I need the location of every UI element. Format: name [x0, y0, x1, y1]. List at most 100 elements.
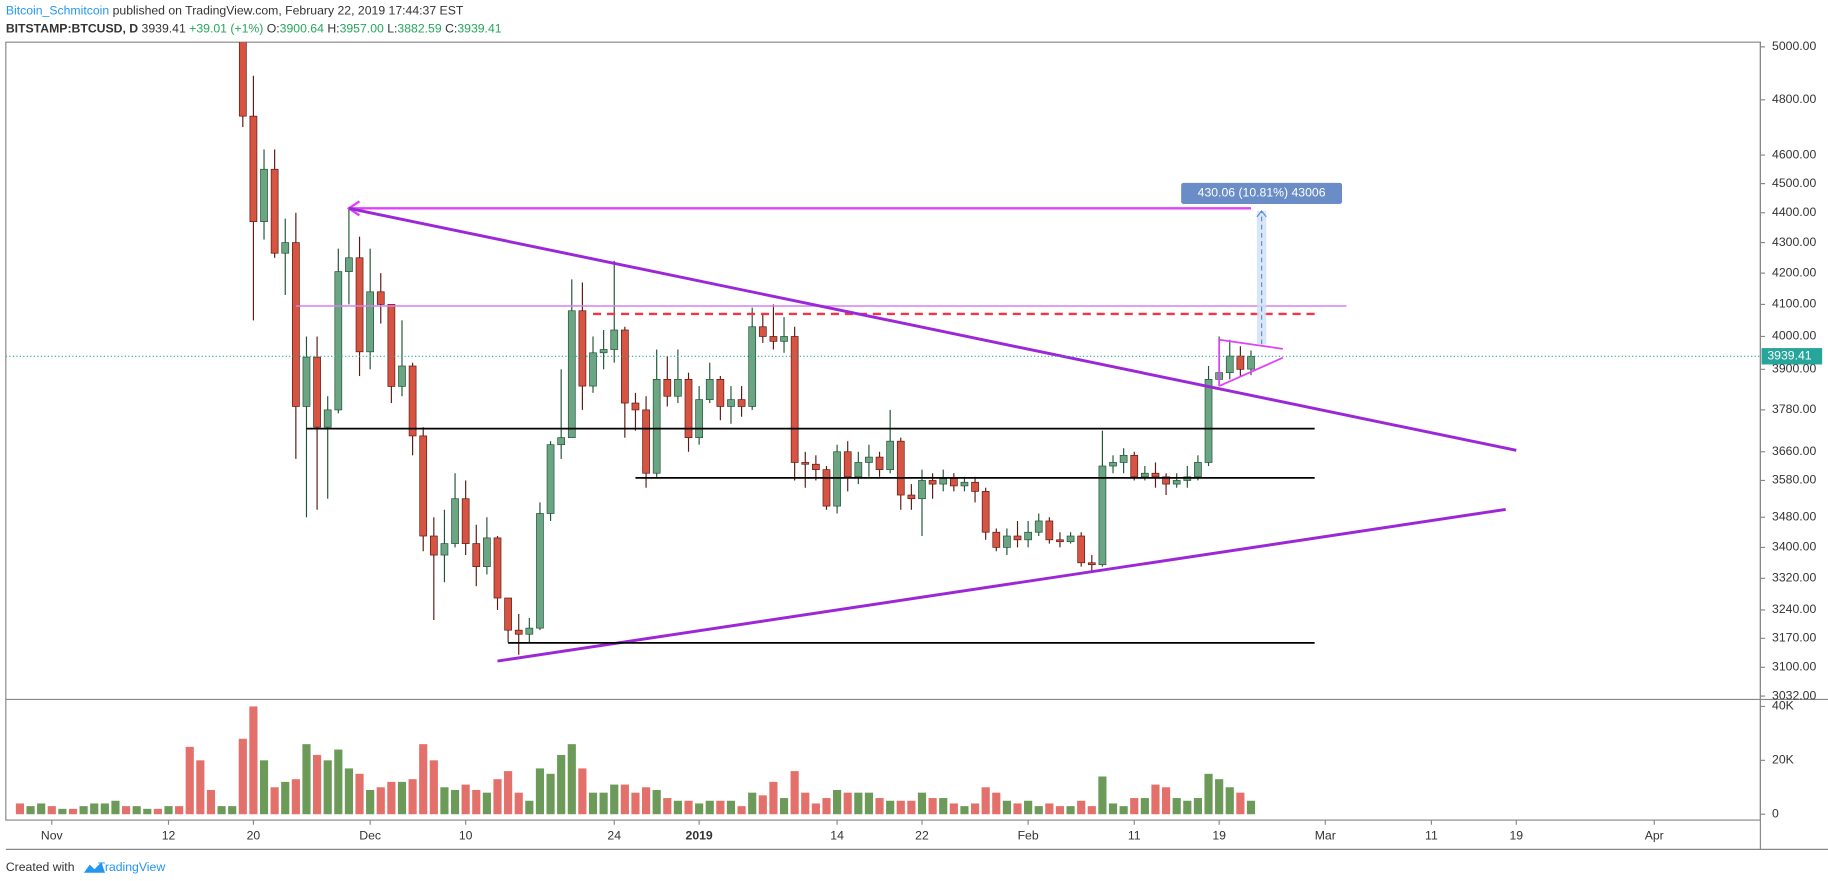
volume-bar — [981, 787, 990, 815]
candle-body — [355, 257, 364, 353]
y-tick-label: 3032.00 — [1772, 688, 1816, 702]
y-tick-label: 4200.00 — [1772, 265, 1816, 279]
volume-bar — [514, 792, 523, 815]
candle-body — [1098, 465, 1107, 566]
x-tick-label: 2019 — [686, 829, 713, 843]
volume-bar — [588, 792, 598, 815]
volume-bar — [1162, 787, 1171, 815]
candle-body — [366, 291, 374, 353]
volume-bar — [461, 784, 470, 815]
volume-bar — [960, 806, 969, 815]
volume-bar — [641, 787, 651, 815]
volume-bar — [599, 792, 608, 815]
y-tick-label: 4500.00 — [1772, 176, 1816, 190]
x-tick-label: 14 — [830, 829, 844, 843]
volume-bar — [970, 803, 980, 815]
footer[interactable]: Created with TradingView — [6, 860, 165, 874]
candle-body — [663, 379, 672, 397]
candle-body — [896, 440, 905, 496]
measure-box — [1181, 182, 1343, 204]
y-tick-label: 3240.00 — [1772, 602, 1816, 616]
candle-body — [695, 399, 703, 439]
volume-bar — [705, 800, 714, 815]
volume-bar — [854, 792, 863, 815]
candle-body — [281, 242, 290, 254]
volume-bar — [259, 760, 269, 815]
brand[interactable]: TradingView — [98, 860, 165, 874]
volume-bar — [450, 789, 460, 815]
volume-bar — [1140, 798, 1149, 815]
volume-bar — [620, 784, 629, 815]
volume-bar — [673, 800, 682, 815]
candle-body — [1066, 535, 1075, 543]
volume-bar — [1119, 806, 1128, 815]
volume-bar — [875, 798, 884, 815]
volume-bar — [1055, 806, 1065, 815]
volume-bar — [779, 798, 789, 815]
candle-body — [302, 356, 311, 407]
candle-body — [1045, 520, 1054, 541]
volume-bar — [716, 800, 725, 815]
candle-body — [578, 310, 587, 387]
volume-bar — [37, 803, 46, 815]
volume-bar — [578, 768, 587, 815]
candle-body — [323, 409, 332, 428]
candle-body — [260, 168, 268, 222]
v2: 3882.59 — [397, 22, 441, 36]
volume-bar — [684, 800, 693, 815]
k0: O: — [267, 22, 280, 36]
candle-body — [1236, 355, 1245, 370]
author: Bitcoin_Schmitcoin — [6, 4, 110, 18]
candle-body — [833, 451, 841, 507]
candle-body — [822, 469, 831, 507]
y-tick-label: 3480.00 — [1772, 509, 1816, 523]
symbol-line: BITSTAMP:BTCUSD, D 3939.41 +39.01 (+1%) … — [6, 22, 502, 36]
x-tick-label: 11 — [1425, 829, 1438, 843]
volume-bar — [843, 792, 852, 815]
volume-bar — [228, 806, 237, 815]
volume-bar — [1024, 800, 1033, 815]
y-tick-label: 3580.00 — [1772, 473, 1816, 487]
volume-bar — [1183, 800, 1192, 815]
candle-body — [939, 478, 948, 485]
x-tick-label: Feb — [1018, 829, 1039, 843]
candle-body — [514, 629, 523, 635]
volume-bar — [1236, 792, 1245, 815]
candle-body — [483, 537, 491, 567]
candle-body — [652, 379, 661, 474]
volume-bar — [992, 792, 1001, 815]
volume-bar — [610, 784, 619, 815]
candle-body — [1162, 476, 1170, 485]
k1: H: — [327, 22, 339, 36]
candle-body — [1130, 454, 1139, 478]
volume-bar — [1098, 776, 1107, 815]
candle-body — [1119, 454, 1128, 463]
header-line: Bitcoin_Schmitcoin published on TradingV… — [6, 4, 464, 18]
candle-body — [408, 365, 417, 437]
volume-bar — [143, 808, 152, 815]
x-tick-label: Apr — [1645, 829, 1664, 843]
candle-body — [886, 440, 895, 470]
candle-body — [854, 462, 863, 478]
volume-bar — [376, 787, 385, 815]
volume-bar — [196, 760, 205, 815]
volume-bar — [1034, 806, 1043, 815]
volume-bar — [249, 706, 258, 815]
last-price-label: 3939.41 — [1767, 348, 1811, 362]
candle-body — [238, 42, 247, 117]
candle-body — [1034, 520, 1043, 533]
candle-body — [727, 399, 735, 407]
volume-bar — [344, 768, 354, 815]
x-tick-label: 11 — [1128, 829, 1141, 843]
volume-bar — [811, 803, 820, 815]
x-tick-label: 12 — [162, 829, 176, 843]
volume-bar — [440, 787, 449, 815]
candle-body — [705, 379, 714, 400]
x-tick-label: Dec — [359, 829, 381, 843]
volume-bar — [790, 771, 799, 815]
candle-body — [865, 456, 873, 463]
y-tick-label: 4300.00 — [1772, 235, 1816, 249]
volume-bar — [631, 792, 640, 815]
volume-bar — [726, 800, 736, 815]
y-tick-label: 3400.00 — [1772, 540, 1816, 554]
